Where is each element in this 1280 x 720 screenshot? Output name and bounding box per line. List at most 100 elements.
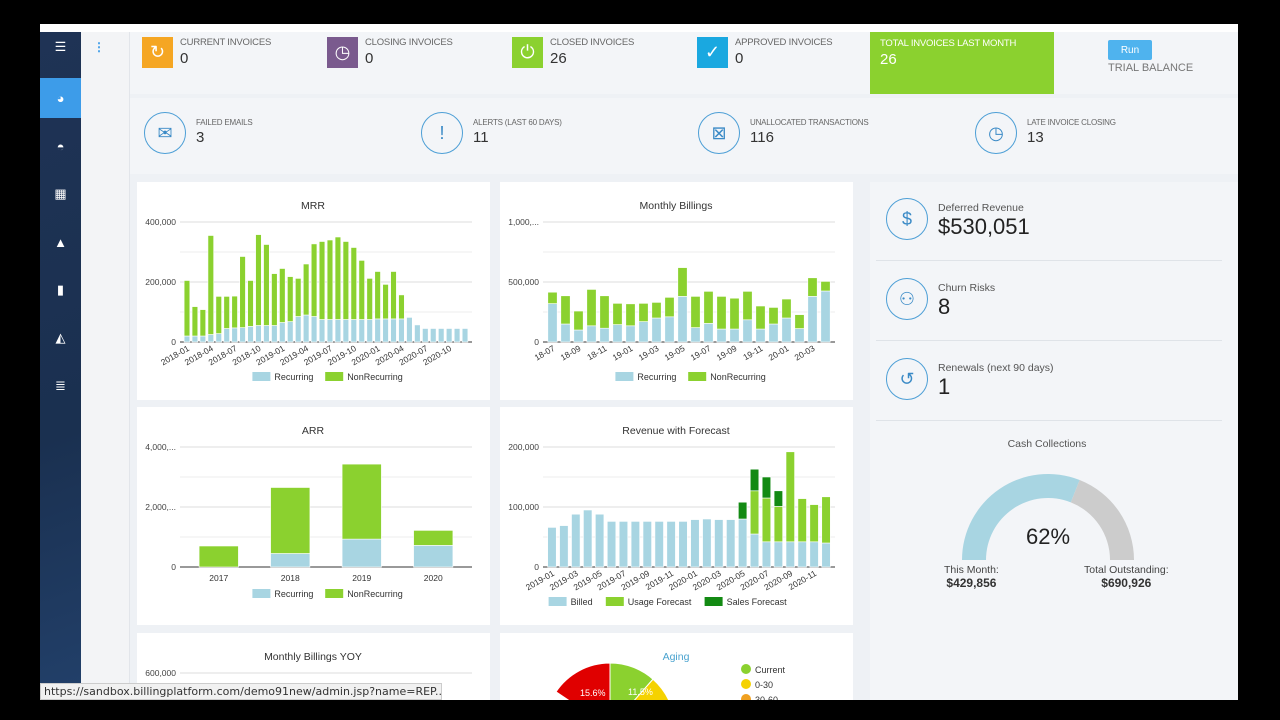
bar-nonrecurring[interactable]	[625, 303, 636, 327]
legend-label[interactable]: Recurring	[637, 372, 676, 382]
bar-nonrecurring[interactable]	[198, 545, 239, 568]
bar-recurring[interactable]	[742, 319, 753, 343]
bar-recurring[interactable]	[422, 328, 429, 343]
bar-recurring[interactable]	[183, 335, 191, 343]
bar-nonrecurring[interactable]	[390, 271, 397, 320]
bar-nonrecurring[interactable]	[326, 239, 334, 320]
bar-nonrecurring[interactable]	[247, 280, 254, 327]
bar-nonrecurring[interactable]	[199, 309, 207, 337]
bar-recurring[interactable]	[366, 319, 373, 343]
kpi-deferred[interactable]: $ Deferred Revenue $530,051	[886, 198, 1030, 240]
bar-recurring[interactable]	[807, 296, 818, 343]
bar-nonrecurring[interactable]	[287, 276, 294, 322]
bar-recurring[interactable]	[573, 329, 584, 343]
bar-billed[interactable]	[809, 541, 819, 568]
bar-nonrecurring[interactable]	[586, 289, 597, 327]
legend-label[interactable]: NonRecurring	[347, 589, 403, 599]
bar-recurring[interactable]	[350, 319, 357, 343]
bar-nonrecurring[interactable]	[638, 303, 649, 322]
bar-recurring[interactable]	[445, 328, 453, 343]
bar-nonrecurring[interactable]	[729, 297, 740, 330]
bar-recurring[interactable]	[326, 319, 334, 343]
sidebar-item-pie-chart[interactable]: ◕	[40, 78, 81, 118]
bar-nonrecurring[interactable]	[310, 243, 318, 317]
bar-nonrecurring[interactable]	[263, 244, 270, 326]
bar-recurring[interactable]	[263, 325, 270, 343]
bar-nonrecurring[interactable]	[279, 268, 286, 323]
bar-recurring[interactable]	[302, 314, 310, 343]
bar-recurring[interactable]	[453, 328, 461, 343]
bar-sales-forecast[interactable]	[749, 468, 760, 492]
bar-recurring[interactable]	[342, 319, 350, 343]
bar-recurring[interactable]	[430, 328, 437, 343]
bar-recurring[interactable]	[820, 290, 831, 343]
bar-recurring[interactable]	[231, 327, 238, 343]
bar-nonrecurring[interactable]	[358, 260, 365, 320]
bar-nonrecurring[interactable]	[612, 303, 623, 325]
bar-recurring[interactable]	[781, 317, 792, 343]
bar-recurring[interactable]	[398, 318, 405, 343]
bar-recurring[interactable]	[461, 328, 469, 343]
pie-slice-0-30[interactable]	[610, 678, 672, 700]
bar-recurring[interactable]	[295, 316, 302, 343]
bar-recurring[interactable]	[199, 335, 207, 343]
run-trial-balance-button[interactable]: Run	[1108, 40, 1152, 60]
bar-billed[interactable]	[726, 519, 736, 568]
bar-nonrecurring[interactable]	[271, 273, 278, 326]
bar-billed[interactable]	[642, 521, 652, 568]
bar-billed[interactable]	[618, 521, 629, 568]
alert-stat[interactable]: ! ALERTS (LAST 60 DAYS) 11	[421, 112, 562, 154]
bar-nonrecurring[interactable]	[573, 310, 584, 331]
legend-label[interactable]: Recurring	[274, 589, 313, 599]
bar-billed[interactable]	[547, 527, 557, 568]
bar-recurring[interactable]	[677, 296, 688, 343]
bar-billed[interactable]	[654, 521, 664, 568]
pie-slice-overdue[interactable]	[555, 662, 611, 700]
bar-recurring[interactable]	[625, 325, 636, 343]
bar-billed[interactable]	[714, 519, 724, 568]
bar-billed[interactable]	[595, 513, 605, 568]
bar-billed[interactable]	[821, 542, 831, 568]
bar-nonrecurring[interactable]	[807, 277, 818, 297]
bar-recurring[interactable]	[215, 333, 222, 343]
bar-nonrecurring[interactable]	[690, 296, 701, 328]
bar-nonrecurring[interactable]	[560, 295, 571, 325]
bar-recurring[interactable]	[247, 326, 254, 343]
bar-recurring[interactable]	[390, 318, 397, 343]
bar-usage-forecast[interactable]	[773, 506, 783, 543]
bar-billed[interactable]	[559, 525, 569, 568]
bar-nonrecurring[interactable]	[664, 297, 675, 318]
bar-recurring[interactable]	[414, 324, 421, 343]
bar-nonrecurring[interactable]	[239, 256, 246, 328]
bar-nonrecurring[interactable]	[820, 281, 831, 292]
total-invoices-last-month[interactable]: TOTAL INVOICES LAST MONTH 26	[870, 32, 1054, 94]
bar-nonrecurring[interactable]	[413, 530, 454, 546]
bar-recurring[interactable]	[690, 327, 701, 343]
bar-recurring[interactable]	[651, 317, 662, 343]
bar-nonrecurring[interactable]	[215, 296, 222, 334]
bar-nonrecurring[interactable]	[398, 294, 405, 320]
invoice-stat[interactable]: ↻ CURRENT INVOICES 0	[142, 37, 271, 73]
bar-recurring[interactable]	[560, 323, 571, 343]
legend-label[interactable]: NonRecurring	[710, 372, 766, 382]
bar-recurring[interactable]	[191, 335, 199, 343]
legend-label[interactable]: NonRecurring	[347, 372, 403, 382]
bar-nonrecurring[interactable]	[374, 271, 381, 320]
bar-billed[interactable]	[773, 541, 783, 568]
invoice-stat[interactable]: ⏻ CLOSED INVOICES 26	[512, 37, 634, 73]
bar-nonrecurring[interactable]	[703, 291, 714, 324]
bar-billed[interactable]	[797, 541, 807, 568]
sidebar-item-document[interactable]: ▮	[40, 270, 81, 310]
bar-nonrecurring[interactable]	[716, 296, 727, 330]
kpi-renewals[interactable]: ↺ Renewals (next 90 days) 1	[886, 358, 1054, 400]
bar-recurring[interactable]	[599, 327, 610, 343]
bar-recurring[interactable]	[638, 321, 649, 343]
legend-label[interactable]: Billed	[571, 597, 593, 607]
sidebar-item-user[interactable]: ▲	[40, 222, 81, 262]
bar-nonrecurring[interactable]	[677, 267, 688, 297]
bar-recurring[interactable]	[547, 303, 558, 343]
bar-recurring[interactable]	[318, 319, 326, 343]
bar-billed[interactable]	[630, 521, 640, 568]
sidebar-item-list[interactable]: ≣	[40, 366, 81, 406]
bar-billed[interactable]	[571, 513, 581, 568]
